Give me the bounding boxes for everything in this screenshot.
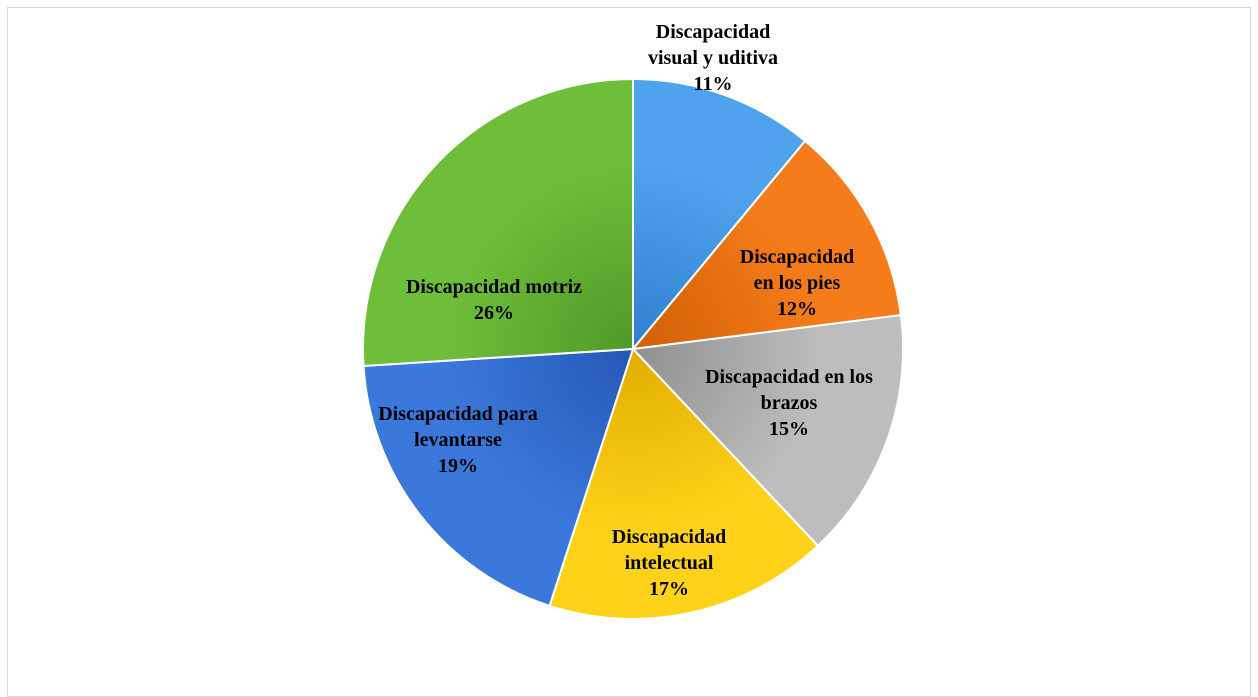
pie-slice-3 <box>548 347 820 620</box>
slice-label-line: brazos <box>761 392 818 414</box>
slice-percent: 19% <box>438 455 478 477</box>
slice-label-3: Discapacidad intelectual 17% <box>612 526 726 600</box>
slice-label-0: Discapacidad visual y uditiva 11% <box>648 21 778 95</box>
pie-slices <box>362 77 904 620</box>
pie-slice-2 <box>630 314 904 548</box>
pie-labels: Discapacidad visual y uditiva 11%Discapaci… <box>378 21 873 600</box>
slice-label-line: Discapacidad para <box>378 403 537 425</box>
slice-label-1: Discapacidad en los pies 12% <box>740 246 854 320</box>
slice-label-2: Discapacidad en los brazos 15% <box>705 366 873 440</box>
slice-label-line: en los pies <box>754 272 841 294</box>
slice-percent: 12% <box>777 298 817 320</box>
slice-label-line: Discapacidad <box>656 21 770 43</box>
slice-percent: 15% <box>769 418 809 440</box>
slice-label-5: Discapacidad motriz 26% <box>406 276 582 324</box>
slice-label-line: Discapacidad motriz <box>406 276 582 298</box>
pie-slice-1 <box>630 139 902 351</box>
pie-slice-4 <box>362 347 635 608</box>
pie-slice-5 <box>362 77 634 368</box>
slice-label-line: Discapacidad en los <box>705 366 873 388</box>
slice-label-line: intelectual <box>625 552 714 574</box>
slice-label-line: visual y uditiva <box>648 47 778 69</box>
slice-percent: 17% <box>649 578 689 600</box>
slice-label-line: levantarse <box>414 429 502 451</box>
pie-slice-0 <box>632 77 807 352</box>
slice-label-4: Discapacidad para levantarse 19% <box>378 403 537 477</box>
slice-label-line: Discapacidad <box>740 246 854 268</box>
slice-label-line: Discapacidad <box>612 526 726 548</box>
slice-percent: 11% <box>694 73 733 95</box>
slice-percent: 26% <box>474 302 514 324</box>
